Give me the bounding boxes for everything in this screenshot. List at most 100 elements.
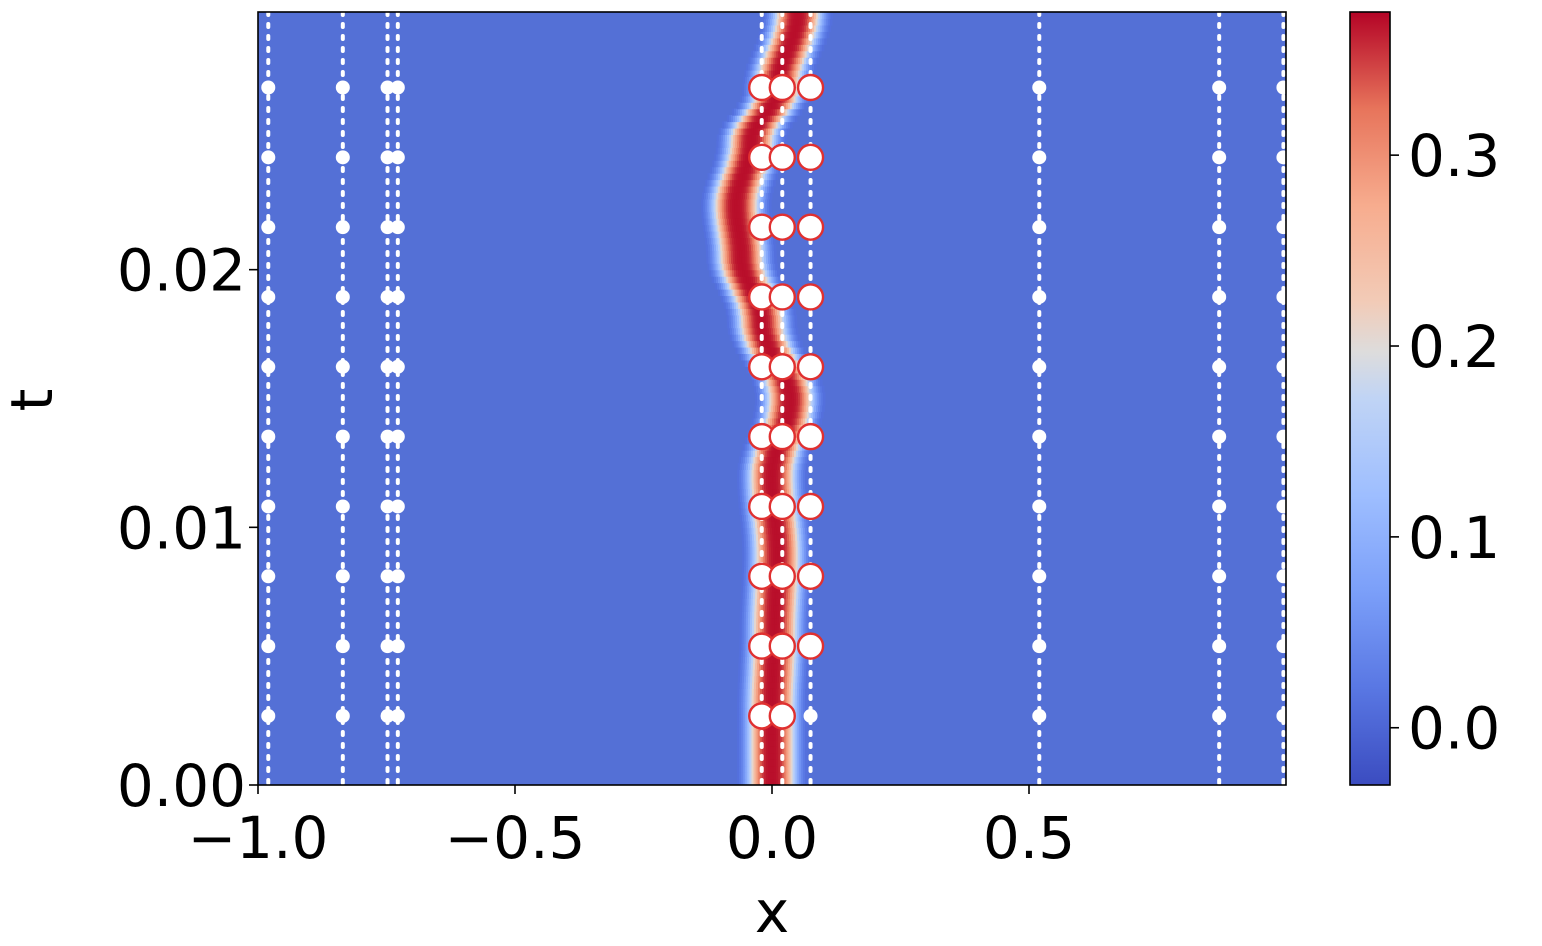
- heatmap-cell: [736, 198, 739, 206]
- heatmap-cell: [794, 578, 798, 586]
- heatmap-cell: [804, 469, 808, 477]
- heatmap-cell: [737, 256, 740, 264]
- heatmap-cell: [724, 276, 727, 284]
- heatmap-cell: [728, 321, 732, 329]
- heatmap-cell: [743, 727, 746, 735]
- heatmap-cell: [767, 662, 770, 670]
- heatmap-cell: [727, 263, 731, 271]
- heatmap-cell: [764, 134, 767, 142]
- heatmap-cell: [800, 392, 803, 400]
- heatmap-cell: [772, 559, 776, 567]
- heatmap-cell: [743, 739, 746, 747]
- heatmap-cell: [784, 746, 787, 754]
- heatmap-cell: [791, 450, 795, 458]
- sensor-sample-dot: [380, 220, 395, 235]
- heatmap-cell: [784, 417, 788, 425]
- heatmap-cell: [799, 57, 803, 65]
- heatmap-cell: [774, 688, 777, 696]
- heatmap-cell: [747, 656, 750, 664]
- heatmap-cell: [768, 134, 771, 142]
- heatmap-cell: [730, 115, 734, 123]
- heatmap-cell: [784, 18, 788, 26]
- heatmap-cell: [747, 314, 750, 322]
- heatmap-cell: [724, 256, 728, 264]
- heatmap-cell: [743, 192, 746, 200]
- heatmap-cell: [770, 469, 773, 477]
- heatmap-cell: [749, 346, 753, 355]
- heatmap-cell: [752, 269, 756, 277]
- heatmap-cell: [793, 598, 797, 606]
- heatmap-cell: [795, 617, 798, 625]
- heatmap-cell: [741, 250, 744, 258]
- heatmap-cell: [786, 50, 789, 58]
- heatmap-cell: [742, 95, 745, 103]
- heatmap-cell: [739, 752, 742, 760]
- heatmap-cell: [737, 720, 740, 728]
- heatmap-cell: [737, 250, 740, 258]
- heatmap-cell: [803, 533, 806, 541]
- heatmap-cell: [748, 565, 751, 574]
- heatmap-cell: [774, 681, 778, 689]
- heatmap-cell: [765, 450, 768, 458]
- heatmap-cell: [754, 611, 757, 619]
- heatmap-cell: [724, 211, 727, 219]
- heatmap-cell: [812, 24, 815, 32]
- heatmap-cell: [750, 102, 754, 110]
- heatmap-cell: [753, 746, 757, 754]
- heatmap-cell: [800, 778, 804, 785]
- heatmap-cell: [753, 469, 757, 477]
- sensor-sample-dot: [380, 80, 395, 95]
- heatmap-cell: [763, 739, 767, 747]
- heatmap-cell: [788, 765, 792, 773]
- heatmap-cell: [753, 140, 757, 148]
- heatmap-cell: [812, 31, 815, 39]
- heatmap-cell: [774, 308, 778, 316]
- heatmap-cell: [755, 482, 759, 490]
- heatmap-cell: [750, 553, 754, 561]
- heatmap-cell: [774, 134, 777, 142]
- heatmap-cell: [742, 495, 745, 503]
- heatmap-cell: [792, 778, 796, 785]
- heatmap-cell: [763, 243, 766, 251]
- heatmap-cell: [779, 63, 782, 71]
- heatmap-cell: [747, 475, 751, 483]
- heatmap-cell: [794, 643, 798, 651]
- heatmap-cell: [762, 24, 766, 32]
- heatmap-cell: [786, 385, 790, 393]
- heatmap-cell: [774, 469, 777, 477]
- heatmap-cell: [815, 385, 819, 393]
- heatmap-cell: [790, 656, 793, 664]
- heatmap-cell: [792, 688, 796, 696]
- heatmap-cell: [720, 276, 723, 284]
- heatmap-cell: [749, 772, 753, 780]
- heatmap-cell: [750, 617, 753, 625]
- heatmap-cell: [734, 121, 738, 129]
- heatmap-cell: [736, 147, 739, 155]
- x-tick-label: 0.0: [726, 804, 818, 872]
- heatmap-cell: [705, 185, 709, 193]
- heatmap-cell: [733, 134, 736, 142]
- heatmap-cell: [768, 327, 772, 335]
- heatmap-cell: [775, 31, 778, 39]
- heatmap-cell: [764, 205, 768, 213]
- heatmap-cell: [772, 514, 776, 522]
- heatmap-cell: [795, 404, 799, 412]
- heatmap-cell: [743, 527, 746, 535]
- heatmap-cell: [756, 198, 760, 206]
- heatmap-cell: [764, 63, 768, 71]
- heatmap-cell: [787, 604, 791, 612]
- heatmap-cell: [777, 69, 780, 78]
- heatmap-cell: [796, 450, 799, 458]
- heatmap-cell: [710, 250, 713, 258]
- heatmap-cell: [785, 334, 788, 342]
- heatmap-cell: [776, 611, 780, 619]
- heatmap-cell: [802, 102, 805, 110]
- heatmap-cell: [785, 69, 789, 78]
- heatmap-cell: [804, 765, 808, 773]
- heatmap-cell: [775, 591, 779, 599]
- heatmap-cell: [766, 385, 769, 393]
- heatmap-cell: [764, 69, 768, 78]
- heatmap-cell: [811, 44, 815, 52]
- heatmap-cell: [763, 694, 767, 702]
- heatmap-cell: [743, 250, 746, 258]
